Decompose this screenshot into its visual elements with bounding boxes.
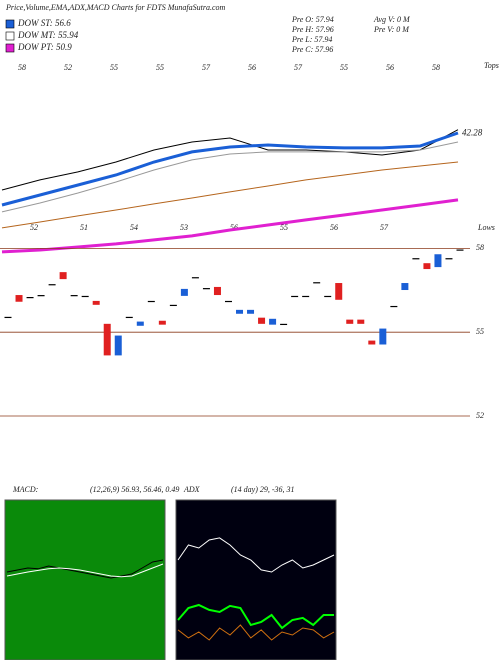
candle — [258, 317, 266, 324]
top-label: 57 — [202, 63, 211, 72]
info-text: Pre V: 0 M — [373, 25, 410, 34]
y-tick-label: 58 — [476, 243, 484, 252]
candle — [390, 305, 398, 308]
candle — [269, 318, 277, 325]
candle — [434, 254, 442, 268]
series-line — [177, 537, 335, 573]
panel-params: (14 day) 29, -36, 31 — [231, 485, 295, 494]
low-label: 51 — [80, 223, 88, 232]
info-text: Avg V: 0 M — [373, 15, 411, 24]
candle — [48, 284, 56, 286]
candle — [456, 249, 464, 251]
low-label: 56 — [330, 223, 338, 232]
legend-swatch — [5, 43, 15, 53]
info-text: Pre H: 57.96 — [291, 25, 334, 34]
series-line — [1, 141, 459, 213]
top-label: 56 — [386, 63, 394, 72]
panel-bg — [4, 499, 166, 661]
top-label: 58 — [18, 63, 26, 72]
top-label: 57 — [294, 63, 303, 72]
series-line — [177, 624, 335, 641]
candle — [213, 286, 221, 296]
candle — [15, 295, 23, 302]
top-label: 52 — [64, 63, 72, 72]
lows-label: Lows — [477, 223, 495, 232]
chart-title: Price,Volume,EMA,ADX,MACD Charts for FDT… — [5, 3, 226, 12]
y-tick-label: 52 — [476, 411, 484, 420]
low-label: 57 — [380, 223, 389, 232]
candle — [169, 304, 177, 307]
candle — [357, 319, 365, 324]
candle — [247, 309, 255, 314]
candle — [26, 297, 34, 299]
candle — [114, 335, 122, 356]
low-label: 55 — [280, 223, 288, 232]
legend-label: DOW PT: 50.9 — [17, 42, 72, 52]
value-label: 42.28 — [462, 128, 483, 138]
series-line — [6, 559, 164, 579]
candle — [81, 295, 89, 298]
candle — [423, 263, 431, 270]
candle — [346, 319, 354, 324]
series-line — [1, 198, 459, 254]
top-label: 55 — [156, 63, 164, 72]
candle — [313, 282, 321, 284]
legend-label: DOW ST: 56.6 — [17, 18, 71, 28]
series-line — [177, 603, 334, 630]
candle — [125, 316, 133, 319]
candle — [70, 295, 78, 297]
series-line — [6, 563, 164, 578]
top-label: 55 — [340, 63, 348, 72]
legend-label: DOW MT: 55.94 — [17, 30, 79, 40]
info-text: Pre O: 57.94 — [291, 15, 334, 24]
candle — [158, 320, 166, 325]
info-text: Pre C: 57.96 — [291, 45, 333, 54]
series-line — [1, 131, 459, 207]
candle — [291, 295, 299, 298]
candle — [202, 288, 210, 290]
candle — [180, 288, 188, 296]
candle — [324, 295, 332, 298]
panel-label: ADX — [183, 485, 201, 494]
candle — [147, 300, 155, 303]
low-label: 52 — [30, 223, 38, 232]
candle — [37, 295, 45, 297]
tops-label: Tops — [484, 61, 499, 70]
candle — [445, 258, 453, 260]
candle — [4, 316, 12, 319]
y-tick-label: 55 — [476, 327, 484, 336]
candle — [236, 309, 244, 314]
candle — [379, 328, 387, 345]
candle — [302, 295, 310, 298]
top-label: 55 — [110, 63, 118, 72]
panel-params: (12,26,9) 56.93, 56.46, 0.49 — [90, 485, 179, 494]
candle — [368, 340, 376, 345]
low-label: 54 — [130, 223, 138, 232]
series-line — [1, 161, 459, 229]
low-label: 53 — [180, 223, 188, 232]
panel-bg — [175, 499, 337, 661]
series-line — [1, 129, 459, 191]
legend-swatch — [5, 31, 15, 41]
info-text: Pre L: 57.94 — [291, 35, 332, 44]
top-label: 58 — [432, 63, 440, 72]
panel-label: MACD: — [12, 485, 39, 494]
candle — [136, 321, 144, 326]
low-label: 56 — [230, 223, 238, 232]
candle — [103, 323, 111, 356]
candle — [401, 283, 409, 291]
candle — [224, 300, 232, 303]
top-label: 56 — [248, 63, 256, 72]
candle — [59, 272, 67, 280]
candle — [335, 283, 343, 300]
candle — [280, 323, 288, 326]
legend-swatch — [5, 19, 15, 29]
candle — [92, 300, 100, 305]
candle — [191, 277, 199, 279]
candle — [412, 258, 420, 260]
